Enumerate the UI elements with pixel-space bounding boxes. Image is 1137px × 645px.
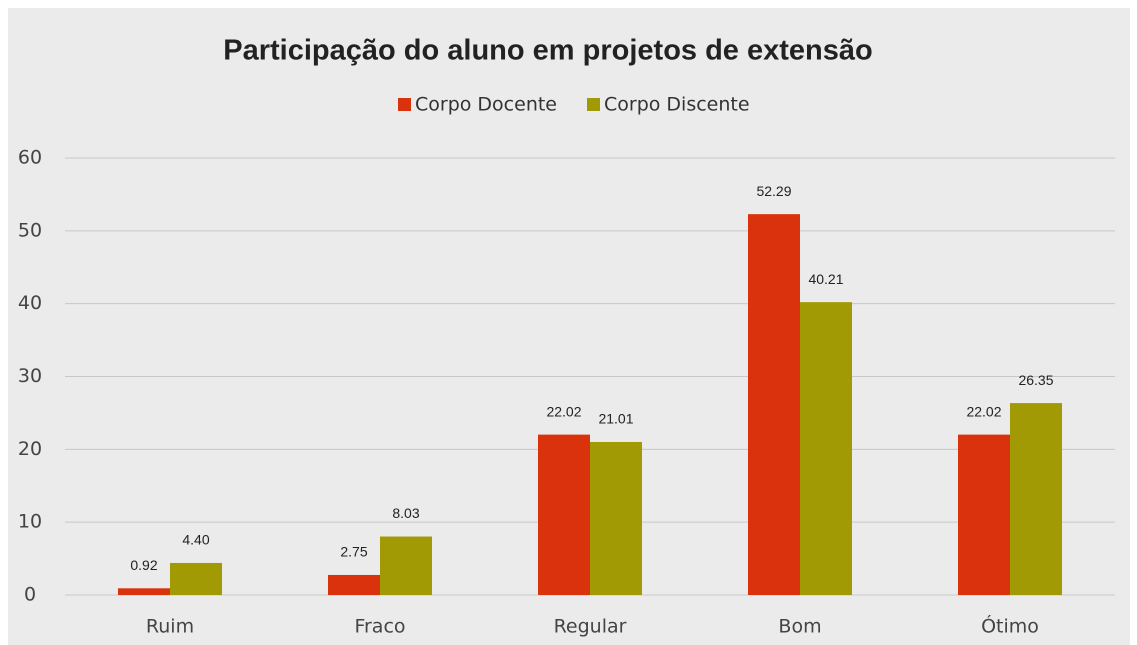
y-tick-label: 40 xyxy=(18,292,42,314)
data-label: 22.02 xyxy=(966,403,1001,419)
bar xyxy=(538,434,590,595)
legend-swatch xyxy=(398,98,411,111)
x-tick-label: Ruim xyxy=(146,616,194,638)
legend-swatch xyxy=(587,98,600,111)
bar xyxy=(590,441,642,595)
data-label: 0.92 xyxy=(130,557,157,573)
data-label: 52.29 xyxy=(756,183,791,199)
x-tick-label: Fraco xyxy=(354,616,405,638)
x-tick-label: Regular xyxy=(554,616,627,638)
y-tick-label: 20 xyxy=(18,438,42,460)
x-tick-label: Bom xyxy=(778,616,821,638)
legend-label: Corpo Docente xyxy=(415,94,557,116)
bar xyxy=(380,536,432,595)
data-label: 2.75 xyxy=(340,544,367,560)
bar xyxy=(118,588,170,595)
bar xyxy=(748,214,800,596)
bar xyxy=(800,302,852,595)
data-label: 22.02 xyxy=(546,403,581,419)
data-label: 40.21 xyxy=(808,271,843,287)
y-tick-label: 50 xyxy=(18,219,42,241)
bar xyxy=(1010,403,1062,595)
data-label: 21.01 xyxy=(598,411,633,427)
y-tick-label: 60 xyxy=(18,147,42,169)
bar xyxy=(328,574,380,595)
y-tick-label: 0 xyxy=(24,584,36,606)
data-label: 4.40 xyxy=(182,532,209,548)
x-tick-label: Ótimo xyxy=(981,614,1039,638)
chart-title: Participação do aluno em projetos de ext… xyxy=(223,35,872,67)
bar xyxy=(170,562,222,595)
data-label: 26.35 xyxy=(1018,372,1053,388)
y-tick-label: 30 xyxy=(18,365,42,387)
data-label: 8.03 xyxy=(392,505,419,521)
legend-label: Corpo Discente xyxy=(604,94,750,116)
bar xyxy=(958,434,1010,595)
y-tick-label: 10 xyxy=(18,511,42,533)
